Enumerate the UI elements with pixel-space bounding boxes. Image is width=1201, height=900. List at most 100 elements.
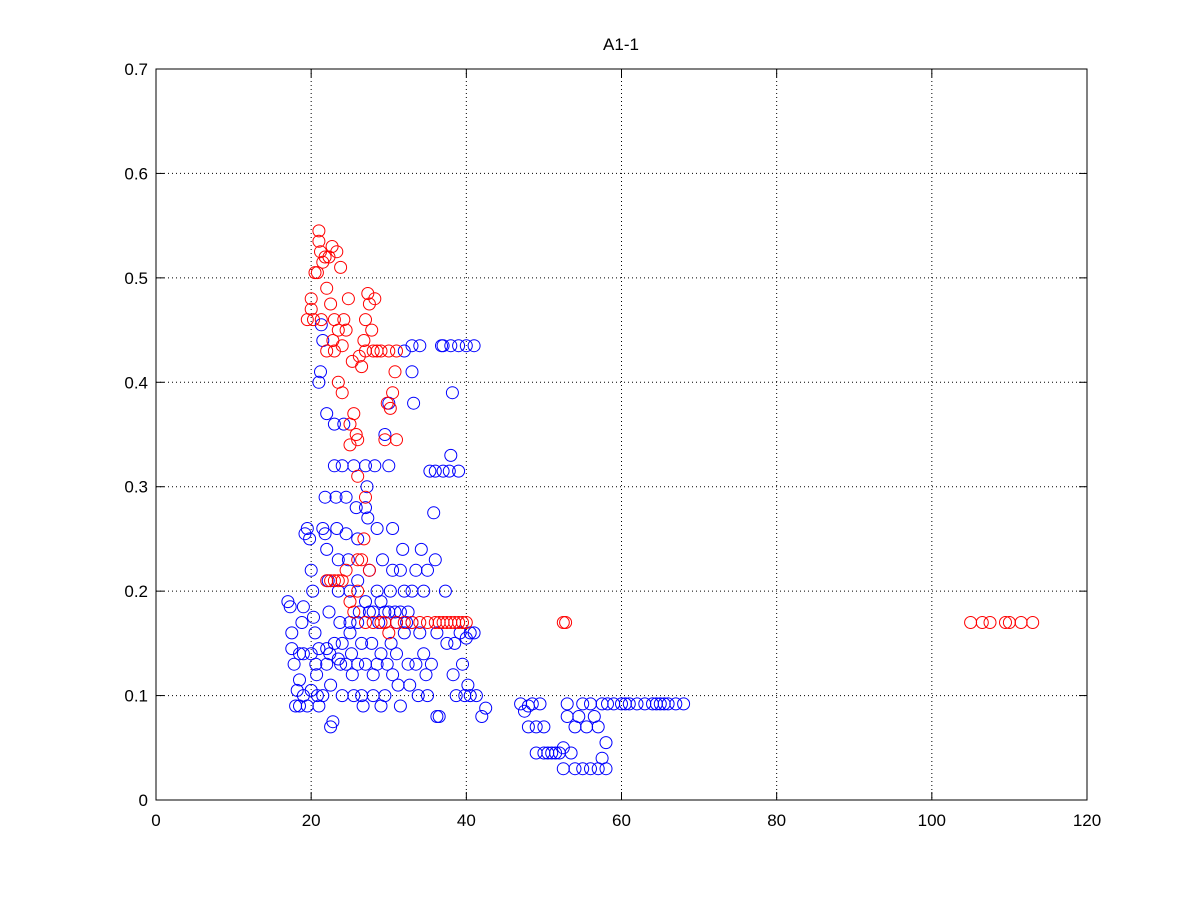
- data-point: [653, 697, 667, 711]
- data-point: [314, 313, 328, 327]
- data-point: [467, 626, 481, 640]
- data-point: [312, 234, 326, 248]
- data-point: [285, 626, 299, 640]
- data-point: [390, 344, 403, 358]
- data-point: [356, 699, 370, 713]
- data-point: [436, 464, 450, 478]
- data-point: [324, 297, 338, 311]
- data-point: [365, 636, 379, 650]
- data-points: [281, 224, 1040, 776]
- data-point: [446, 668, 460, 682]
- data-point: [345, 668, 359, 682]
- data-point: [440, 636, 454, 650]
- data-point: [409, 657, 423, 671]
- data-point: [320, 407, 334, 421]
- data-point: [320, 642, 334, 656]
- data-point: [661, 697, 675, 711]
- y-tick-label: 0.4: [124, 373, 148, 392]
- data-point: [355, 360, 369, 374]
- data-point: [576, 697, 590, 711]
- data-point: [599, 762, 613, 776]
- data-point: [300, 522, 314, 535]
- data-point: [411, 689, 425, 703]
- data-point: [285, 642, 299, 656]
- data-point: [359, 501, 372, 515]
- data-point: [303, 532, 317, 546]
- data-point: [405, 584, 419, 598]
- data-point: [320, 344, 334, 358]
- data-point: [365, 323, 379, 337]
- data-point: [304, 563, 318, 577]
- data-point: [374, 595, 388, 609]
- data-point: [463, 689, 477, 703]
- data-point: [601, 697, 614, 711]
- data-point: [414, 542, 428, 556]
- data-point: [572, 710, 586, 723]
- data-point: [333, 616, 347, 629]
- data-point: [300, 699, 314, 713]
- data-point: [343, 626, 357, 640]
- data-point: [374, 344, 388, 358]
- data-point: [339, 563, 353, 577]
- data-point: [384, 636, 398, 650]
- data-point: [362, 563, 376, 577]
- data-point: [326, 715, 340, 729]
- data-point: [393, 699, 407, 713]
- y-tick-label: 0.1: [124, 687, 148, 706]
- data-point: [630, 697, 644, 711]
- data-point: [424, 657, 438, 671]
- data-point: [296, 647, 310, 661]
- data-point: [382, 626, 396, 640]
- data-point: [382, 459, 396, 473]
- data-point: [312, 642, 326, 656]
- y-tick-label: 0.5: [124, 269, 148, 288]
- data-point: [345, 647, 358, 661]
- data-point: [413, 616, 427, 629]
- data-point: [368, 459, 382, 473]
- data-point: [459, 339, 473, 353]
- data-point: [320, 281, 334, 295]
- data-point: [351, 553, 365, 567]
- data-point: [312, 224, 326, 238]
- data-point: [383, 584, 397, 598]
- data-point: [327, 417, 341, 431]
- data-point: [560, 697, 574, 711]
- data-point: [428, 464, 442, 478]
- data-point: [568, 762, 582, 776]
- data-point: [362, 297, 376, 311]
- data-point: [331, 553, 345, 567]
- data-point: [622, 697, 636, 711]
- data-point: [475, 710, 489, 723]
- data-point: [444, 448, 458, 462]
- data-point: [349, 501, 363, 515]
- data-point: [380, 657, 394, 671]
- data-point: [339, 323, 353, 337]
- data-point: [327, 636, 341, 650]
- data-point: [388, 605, 402, 619]
- data-point: [442, 464, 456, 478]
- data-point: [419, 668, 433, 682]
- data-point: [351, 657, 365, 671]
- data-point: [382, 344, 396, 358]
- data-point: [445, 386, 459, 400]
- data-point: [421, 563, 434, 577]
- data-point: [576, 762, 590, 776]
- data-point: [339, 527, 353, 541]
- data-point: [549, 746, 563, 760]
- y-tick-label: 0.6: [124, 164, 148, 183]
- data-point: [339, 490, 353, 504]
- data-point: [335, 386, 349, 400]
- data-point: [355, 553, 369, 567]
- data-point: [417, 647, 431, 661]
- data-point: [413, 626, 427, 640]
- data-point: [318, 250, 332, 264]
- data-point: [386, 522, 400, 535]
- data-point: [368, 292, 382, 306]
- data-point: [403, 678, 417, 692]
- data-point: [318, 490, 332, 504]
- data-point: [327, 459, 341, 473]
- x-tick-label: 100: [918, 811, 946, 830]
- data-point: [357, 532, 371, 546]
- data-point: [334, 260, 348, 274]
- data-point: [432, 710, 446, 723]
